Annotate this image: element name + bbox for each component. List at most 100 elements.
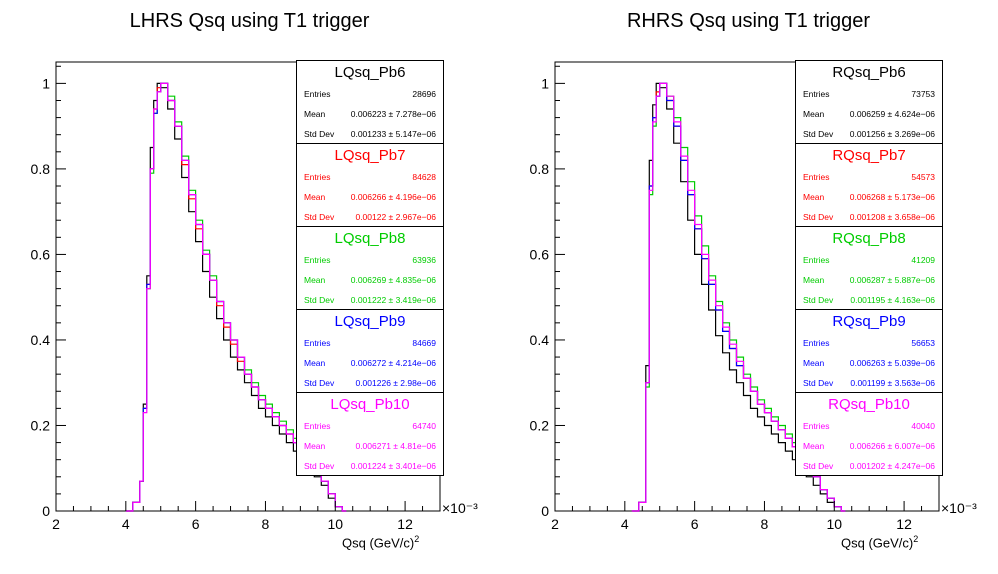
x-tick-label: 2 (551, 516, 559, 532)
stats-entries-label: Entries (304, 89, 331, 99)
stats-mean-label: Mean (803, 275, 825, 285)
stats-box-RQsq_Pb8: RQsq_Pb8 Entries 41209 Mean 0.006287 ± 5.887… (796, 227, 942, 310)
stats-std-dev-label: Std Dev (803, 378, 834, 388)
stats-entries-label: Entries (803, 89, 830, 99)
stats-mean-value: 0.006271 ± 4.81e−06 (355, 441, 436, 451)
stats-mean-row: Mean 0.006223 ± 7.278e−06 (297, 104, 443, 124)
x-tick-label: 12 (896, 516, 912, 532)
y-tick-label: 0.6 (31, 246, 51, 262)
stats-std-dev-value: 0.001202 ± 4.247e−06 (849, 461, 935, 471)
y-tick-label: 0.2 (530, 417, 550, 433)
y-tick-label: 1 (42, 75, 50, 91)
stats-entries-label: Entries (803, 172, 830, 182)
stats-box-title: RQsq_Pb7 (832, 147, 906, 164)
stats-legend: LQsq_Pb6 Entries 28696 Mean 0.006223 ± 7.278… (296, 60, 444, 476)
y-tick-label: 0.4 (31, 332, 51, 348)
stats-std-dev-value: 0.001233 ± 5.147e−06 (350, 129, 436, 139)
stats-std-dev-row: Std Dev 0.001208 ± 3.658e−06 (796, 207, 942, 227)
chart-panel-left: LHRS Qsq using T1 trigger 2 4 6 8 10 12 0 0.2 0.… (31, 10, 479, 551)
stats-entries-label: Entries (803, 255, 830, 265)
stats-box-LQsq_Pb8: LQsq_Pb8 Entries 63936 Mean 0.006269 ± 4.835… (297, 227, 443, 310)
stats-entries-label: Entries (304, 172, 331, 182)
stats-entries-label: Entries (304, 255, 331, 265)
stats-std-dev-row: Std Dev 0.001256 ± 3.269e−06 (796, 124, 942, 144)
stats-mean-row: Mean 0.006271 ± 4.81e−06 (297, 436, 443, 456)
stats-std-dev-value: 0.001226 ± 2.98e−06 (355, 378, 436, 388)
stats-box-title: RQsq_Pb9 (832, 313, 906, 330)
stats-entries-value: 84669 (412, 338, 436, 348)
stats-entries-value: 28696 (412, 89, 436, 99)
x-axis-label-text: Qsq (GeV/c) (841, 535, 914, 551)
stats-entries-label: Entries (304, 421, 331, 431)
stats-box-title: RQsq_Pb6 (832, 64, 906, 81)
stats-entries-row: Entries 41209 (796, 250, 942, 270)
stats-box-RQsq_Pb6: RQsq_Pb6 Entries 73753 Mean 0.006259 ± 4.624… (796, 61, 942, 144)
stats-mean-value: 0.006223 ± 7.278e−06 (350, 109, 436, 119)
x-axis-multiplier: ×10⁻³ (442, 500, 478, 516)
stats-mean-label: Mean (803, 441, 825, 451)
stats-mean-label: Mean (304, 358, 326, 368)
x-tick-label: 8 (761, 516, 769, 532)
stats-entries-row: Entries 64740 (297, 416, 443, 436)
stats-mean-label: Mean (803, 109, 825, 119)
stats-std-dev-value: 0.001208 ± 3.658e−06 (849, 212, 935, 222)
stats-std-dev-label: Std Dev (304, 295, 335, 305)
stats-std-dev-row: Std Dev 0.001222 ± 3.419e−06 (297, 290, 443, 310)
stats-mean-label: Mean (803, 192, 825, 202)
stats-entries-row: Entries 73753 (796, 84, 942, 104)
stats-mean-value: 0.006269 ± 4.835e−06 (350, 275, 436, 285)
stats-std-dev-label: Std Dev (803, 129, 834, 139)
stats-box-RQsq_Pb9: RQsq_Pb9 Entries 56653 Mean 0.006263 ± 5.039… (796, 310, 942, 393)
stats-std-dev-value: 0.00122 ± 2.967e−06 (355, 212, 436, 222)
x-tick-label: 4 (621, 516, 629, 532)
stats-box-LQsq_Pb9: LQsq_Pb9 Entries 84669 Mean 0.006272 ± 4.214… (297, 310, 443, 393)
x-tick-label: 6 (691, 516, 699, 532)
stats-std-dev-row: Std Dev 0.001233 ± 5.147e−06 (297, 124, 443, 144)
stats-box-title: LQsq_Pb9 (334, 313, 406, 330)
stats-entries-label: Entries (803, 421, 830, 431)
stats-entries-label: Entries (304, 338, 331, 348)
stats-mean-row: Mean 0.006266 ± 4.196e−06 (297, 187, 443, 207)
x-axis-label-text: Qsq (GeV/c) (342, 535, 415, 551)
stats-entries-value: 73753 (911, 89, 935, 99)
x-tick-label: 2 (52, 516, 60, 532)
x-tick-label: 10 (826, 516, 842, 532)
x-tick-label: 12 (397, 516, 413, 532)
stats-entries-row: Entries 28696 (297, 84, 443, 104)
stats-mean-row: Mean 0.006269 ± 4.835e−06 (297, 270, 443, 290)
y-tick-label: 0.8 (31, 161, 51, 177)
stats-entries-row: Entries 84669 (297, 333, 443, 353)
stats-mean-row: Mean 0.006287 ± 5.887e−06 (796, 270, 942, 290)
stats-mean-value: 0.006272 ± 4.214e−06 (350, 358, 436, 368)
stats-entries-value: 63936 (412, 255, 436, 265)
stats-mean-label: Mean (304, 275, 326, 285)
stats-mean-value: 0.006287 ± 5.887e−06 (849, 275, 935, 285)
stats-std-dev-label: Std Dev (304, 129, 335, 139)
chart-panel-right: RHRS Qsq using T1 trigger 2 4 6 8 10 12 0 0.2 0.… (499, 0, 998, 574)
stats-mean-label: Mean (304, 441, 326, 451)
stats-mean-value: 0.006259 ± 4.624e−06 (849, 109, 935, 119)
stats-std-dev-label: Std Dev (304, 212, 335, 222)
stats-mean-row: Mean 0.006263 ± 5.039e−06 (796, 353, 942, 373)
stats-entries-value: 40040 (911, 421, 935, 431)
stats-mean-row: Mean 0.006266 ± 6.007e−06 (796, 436, 942, 456)
x-axis-label-exponent: 2 (913, 534, 919, 544)
y-tick-label: 0 (541, 503, 549, 519)
stats-mean-value: 0.006266 ± 4.196e−06 (350, 192, 436, 202)
chart-title: RHRS Qsq using T1 trigger (626, 10, 871, 32)
stats-box-title: LQsq_Pb8 (334, 230, 406, 247)
y-tick-label: 0.8 (530, 161, 550, 177)
stats-std-dev-row: Std Dev 0.001195 ± 4.163e−06 (796, 290, 942, 310)
stats-entries-value: 56653 (911, 338, 935, 348)
y-tick-label: 0.2 (31, 417, 51, 433)
stats-mean-row: Mean 0.006259 ± 4.624e−06 (796, 104, 942, 124)
stats-std-dev-row: Std Dev 0.001226 ± 2.98e−06 (297, 373, 443, 393)
y-tick-label: 0.6 (530, 246, 550, 262)
stats-box-title: RQsq_Pb10 (828, 396, 910, 413)
stats-mean-value: 0.006266 ± 6.007e−06 (849, 441, 935, 451)
x-tick-label: 4 (122, 516, 130, 532)
stats-mean-value: 0.006268 ± 5.173e−06 (849, 192, 935, 202)
stats-box-RQsq_Pb10: RQsq_Pb10 Entries 40040 Mean 0.006266 ± 6.00… (796, 393, 942, 476)
stats-std-dev-label: Std Dev (803, 212, 834, 222)
stats-box-title: LQsq_Pb7 (334, 147, 406, 164)
